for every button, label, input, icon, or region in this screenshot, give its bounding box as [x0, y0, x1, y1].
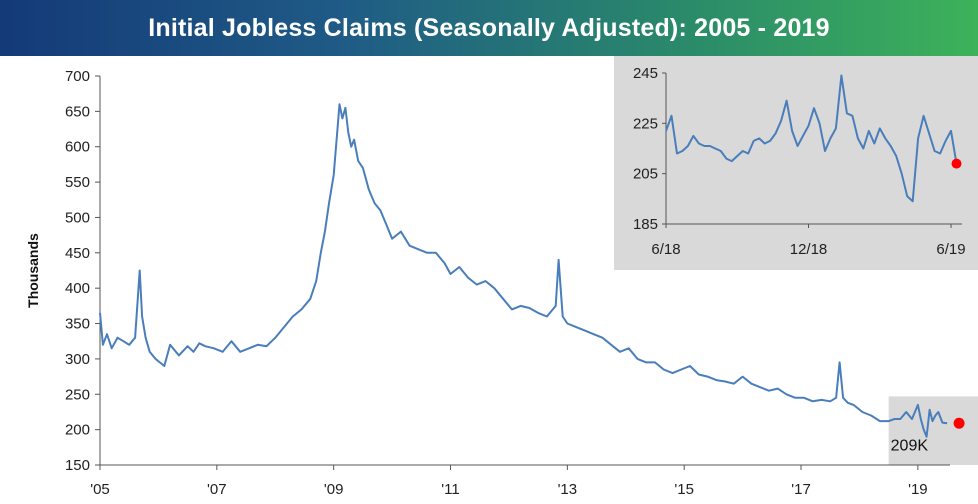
inset-panel	[614, 56, 978, 270]
y-axis-label: Thousands	[25, 233, 41, 308]
y-tick-label: 500	[65, 209, 90, 226]
y-tick-label: 550	[65, 174, 90, 191]
x-tick-label: '09	[324, 481, 344, 498]
inset-y-tick-label: 185	[633, 216, 658, 233]
y-tick-label: 650	[65, 103, 90, 120]
claims-series-line	[99, 103, 948, 438]
x-tick-label: '17	[791, 481, 811, 498]
x-tick-label: '05	[90, 481, 110, 498]
inset-series-line	[665, 74, 958, 203]
y-tick-label: 300	[65, 351, 90, 368]
y-tick-label: 400	[65, 280, 90, 297]
inset-latest-value-marker	[951, 158, 962, 169]
y-tick-label: 700	[65, 68, 90, 85]
chart-canvas: 150 200 250 300 350 400 450 500 550 600 650 700 Thou…	[25, 56, 978, 498]
x-tick-label: '15	[674, 481, 694, 498]
inset-y-tick-label: 245	[633, 65, 658, 82]
x-tick-label: '07	[207, 481, 227, 498]
chart-title: Initial Jobless Claims (Seasonally Adjus…	[148, 13, 830, 42]
x-tick-label: '11	[441, 481, 459, 498]
inset-x-tick-label: 6/19	[936, 241, 965, 258]
y-tick-label: 200	[65, 422, 90, 439]
y-tick-label: 150	[65, 457, 90, 474]
title-bar: Initial Jobless Claims (Seasonally Adjus…	[0, 0, 978, 56]
y-tick-label: 350	[65, 316, 90, 333]
y-tick-label: 600	[65, 139, 90, 156]
inset-x-tick-label: 6/18	[651, 241, 680, 258]
inset-y-tick-label: 205	[633, 166, 658, 183]
latest-value-marker	[953, 417, 965, 429]
x-tick-label: '19	[908, 481, 928, 498]
inset-y-tick-label: 225	[633, 115, 658, 132]
inset-x-tick-label: 12/18	[790, 241, 828, 258]
recent-period-highlight	[888, 396, 978, 465]
latest-value-label: 209K	[891, 437, 929, 454]
x-tick-label: '13	[558, 481, 578, 498]
y-tick-label: 250	[65, 386, 90, 403]
y-tick-label: 450	[65, 245, 90, 262]
